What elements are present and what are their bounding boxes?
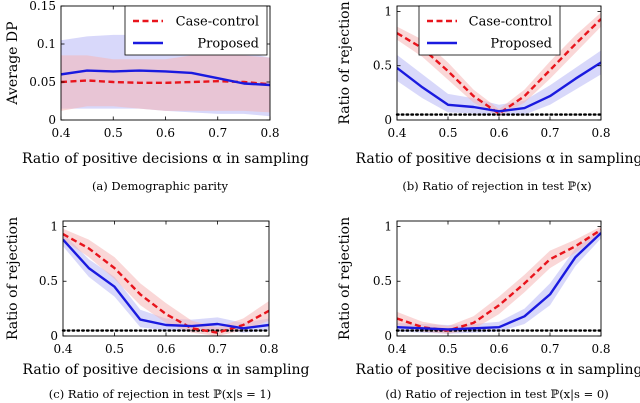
- x-tick-label: 0.7: [540, 342, 559, 356]
- y-axis-label: Ratio of rejection: [337, 217, 353, 340]
- chart-caption: (d) Ratio of rejection in test ℙ(x|s = 0…: [385, 387, 608, 402]
- chart-caption: (a) Demographic parity: [92, 179, 229, 193]
- x-tick-label: 0.6: [156, 126, 175, 140]
- x-tick-label: 0.6: [156, 342, 175, 356]
- series-line-proposed: [61, 69, 270, 87]
- x-tick-label: 0.6: [489, 126, 508, 140]
- legend-label: Case-control: [176, 15, 259, 30]
- y-tick-label: 1: [384, 4, 392, 18]
- legend: Case-control Proposed: [124, 5, 268, 56]
- y-tick-label: 1: [384, 219, 392, 233]
- x-tick-label: 0.8: [260, 126, 279, 140]
- y-tick-label: 0.5: [373, 274, 392, 288]
- series-line-proposed: [63, 238, 269, 330]
- x-tick-label: 0.4: [387, 126, 406, 140]
- legend-box: [418, 5, 561, 56]
- x-tick-label: 0.8: [259, 342, 278, 356]
- series-line-proposed: [397, 232, 601, 331]
- chart-c: 0.4 0.5 0.6 0.7 0.8 0 0.5 1 Ratio of positive de…: [5, 217, 309, 402]
- legend-label: Proposed: [197, 37, 259, 52]
- y-axis-label: Average DP: [5, 21, 21, 105]
- x-tick-label: 0.8: [591, 126, 610, 140]
- chart-d: 0.4 0.5 0.6 0.7 0.8 0 0.5 1 Ratio of positive de…: [337, 217, 640, 402]
- x-tick-label: 0.5: [104, 126, 123, 140]
- y-tick-label: 0.5: [373, 59, 392, 73]
- legend-label: Case-control: [469, 15, 552, 30]
- series-line-case-control: [397, 18, 601, 115]
- x-axis-label: Ratio of positive decisions α in samplin…: [356, 151, 640, 167]
- y-tick-label: 0: [384, 113, 392, 127]
- x-tick-label: 0.7: [540, 126, 559, 140]
- legend-label: Proposed: [490, 37, 552, 52]
- y-tick-label: 0.15: [29, 0, 56, 13]
- x-axis-label: Ratio of positive decisions α in samplin…: [22, 151, 309, 167]
- y-tick-label: 0: [384, 329, 392, 343]
- band-case-control: [397, 226, 601, 334]
- band-case-control: [397, 12, 601, 117]
- legend: Case-control Proposed: [418, 5, 561, 56]
- y-axis-label: Ratio of rejection: [5, 217, 21, 340]
- y-tick-label: 0.5: [39, 274, 58, 288]
- x-tick-label: 0.4: [53, 342, 72, 356]
- chart-caption: (c) Ratio of rejection in test ℙ(x|s = 1…: [49, 387, 271, 402]
- band-case-control: [63, 228, 269, 336]
- x-tick-label: 0.4: [387, 342, 406, 356]
- y-tick-label: 0.05: [29, 75, 56, 89]
- y-tick-label: 0: [50, 329, 58, 343]
- x-tick-label: 0.6: [489, 342, 508, 356]
- x-axis-label: Ratio of positive decisions α in samplin…: [356, 362, 640, 378]
- x-tick-label: 0.7: [208, 126, 227, 140]
- x-axis-label: Ratio of positive decisions α in samplin…: [23, 362, 310, 378]
- band-proposed: [397, 50, 601, 116]
- y-tick-label: 1: [50, 219, 58, 233]
- y-tick-label: 0.1: [37, 37, 56, 51]
- y-axis-label: Ratio of rejection: [337, 1, 353, 124]
- axes-frame: [396, 220, 602, 337]
- chart-a: 0.4 0.5 0.6 0.7 0.8 0 0.05 0.1 0.15 Ratio of posi…: [5, 0, 309, 193]
- chart-b: 0.4 0.5 0.6 0.7 0.8 0 0.5 1 Ratio of positive de…: [337, 1, 640, 193]
- x-tick-label: 0.5: [105, 342, 124, 356]
- series-line-proposed: [397, 61, 601, 113]
- y-tick-label: 0: [48, 113, 56, 127]
- chart-caption: (b) Ratio of rejection in test ℙ(x): [402, 179, 591, 193]
- x-tick-label: 0.4: [51, 126, 70, 140]
- x-tick-label: 0.5: [438, 126, 457, 140]
- x-tick-label: 0.8: [591, 342, 610, 356]
- x-tick-label: 0.5: [438, 342, 457, 356]
- legend-box: [124, 5, 268, 56]
- series-line-case-control: [397, 228, 601, 332]
- x-tick-label: 0.7: [208, 342, 227, 356]
